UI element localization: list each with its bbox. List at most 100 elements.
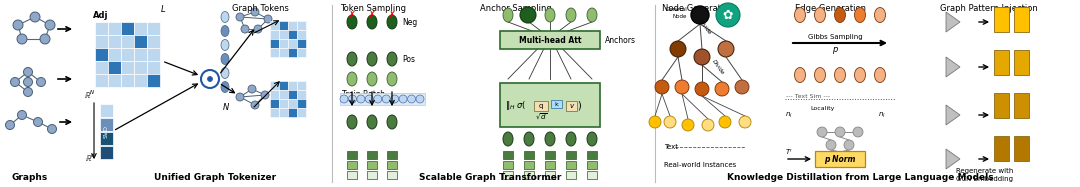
Text: Real-world Instances: Real-world Instances [664, 162, 737, 168]
Circle shape [382, 95, 390, 103]
Circle shape [816, 127, 827, 137]
Circle shape [407, 95, 416, 103]
Bar [279, 30, 288, 39]
Ellipse shape [367, 52, 377, 66]
Bar [95, 35, 108, 48]
Circle shape [17, 34, 27, 44]
Bar [279, 99, 288, 108]
Bar [340, 93, 426, 105]
Bar [503, 151, 513, 159]
Ellipse shape [221, 53, 229, 65]
Bar [534, 101, 548, 111]
Text: Graph Pattern Injection: Graph Pattern Injection [940, 4, 1038, 13]
Circle shape [201, 70, 219, 88]
Circle shape [48, 125, 56, 134]
Polygon shape [946, 12, 960, 32]
Bar [270, 21, 279, 30]
Ellipse shape [566, 8, 576, 22]
Circle shape [11, 77, 19, 87]
Circle shape [670, 41, 686, 57]
Circle shape [24, 88, 32, 96]
Ellipse shape [854, 68, 865, 82]
Ellipse shape [524, 8, 534, 22]
Circle shape [33, 117, 42, 126]
Bar [147, 22, 160, 35]
Bar [108, 35, 121, 48]
Ellipse shape [524, 132, 534, 146]
Bar [147, 61, 160, 74]
Bar [297, 48, 306, 57]
Bar [503, 171, 513, 179]
Text: Token Sampling: Token Sampling [340, 4, 406, 13]
Text: Adj: Adj [93, 11, 108, 20]
Ellipse shape [387, 115, 397, 129]
Bar [121, 48, 134, 61]
Bar [95, 48, 108, 61]
Text: $v$: $v$ [569, 102, 576, 110]
Ellipse shape [367, 15, 377, 29]
Circle shape [365, 95, 374, 103]
Text: Graph Tokens: Graph Tokens [231, 4, 288, 13]
Ellipse shape [875, 68, 886, 82]
Bar [994, 93, 1009, 118]
Polygon shape [946, 105, 960, 125]
Circle shape [251, 101, 259, 109]
Text: ): ) [577, 100, 581, 110]
Ellipse shape [347, 15, 357, 29]
Text: $n_i$: $n_i$ [785, 110, 793, 120]
Bar [503, 161, 513, 169]
Bar [147, 74, 160, 87]
Bar [288, 39, 297, 48]
Bar [500, 31, 600, 49]
Bar [100, 118, 113, 131]
Bar [147, 48, 160, 61]
Bar [1014, 7, 1029, 32]
Bar [500, 83, 600, 127]
Circle shape [40, 34, 50, 44]
Bar [279, 48, 288, 57]
Ellipse shape [221, 68, 229, 79]
Bar [121, 61, 134, 74]
Bar [566, 161, 576, 169]
Circle shape [237, 93, 244, 101]
Bar [279, 81, 288, 90]
Circle shape [654, 80, 669, 94]
Text: $\|_H\ \sigma($: $\|_H\ \sigma($ [505, 99, 527, 111]
Bar [270, 99, 279, 108]
Bar [270, 81, 279, 90]
Bar [134, 48, 147, 61]
Bar [588, 151, 597, 159]
Bar [270, 39, 279, 48]
Text: Divide: Divide [711, 59, 725, 76]
Bar [588, 161, 597, 169]
Bar [95, 74, 108, 87]
Circle shape [340, 95, 348, 103]
Circle shape [519, 7, 536, 23]
Text: $T'$: $T'$ [785, 147, 793, 157]
Bar [387, 161, 397, 169]
Ellipse shape [875, 7, 886, 22]
Text: ✗: ✗ [388, 10, 396, 20]
Circle shape [719, 116, 731, 128]
Text: $\mathbb{R}^N$: $\mathbb{R}^N$ [84, 89, 96, 101]
Circle shape [13, 20, 23, 30]
Ellipse shape [814, 7, 825, 22]
Bar [387, 171, 397, 179]
Ellipse shape [221, 82, 229, 93]
Bar [270, 90, 279, 99]
Circle shape [241, 25, 249, 33]
Circle shape [649, 116, 661, 128]
Circle shape [17, 111, 27, 119]
Ellipse shape [503, 8, 513, 22]
Text: Train Batch: Train Batch [342, 90, 384, 99]
Circle shape [675, 80, 689, 94]
Bar [551, 100, 562, 108]
Ellipse shape [387, 52, 397, 66]
Ellipse shape [387, 72, 397, 86]
Circle shape [826, 140, 836, 150]
Ellipse shape [854, 7, 865, 22]
Ellipse shape [367, 72, 377, 86]
Text: Node Generation: Node Generation [662, 4, 734, 13]
Bar [524, 171, 534, 179]
Text: Scalable Graph Transformer: Scalable Graph Transformer [419, 173, 562, 182]
